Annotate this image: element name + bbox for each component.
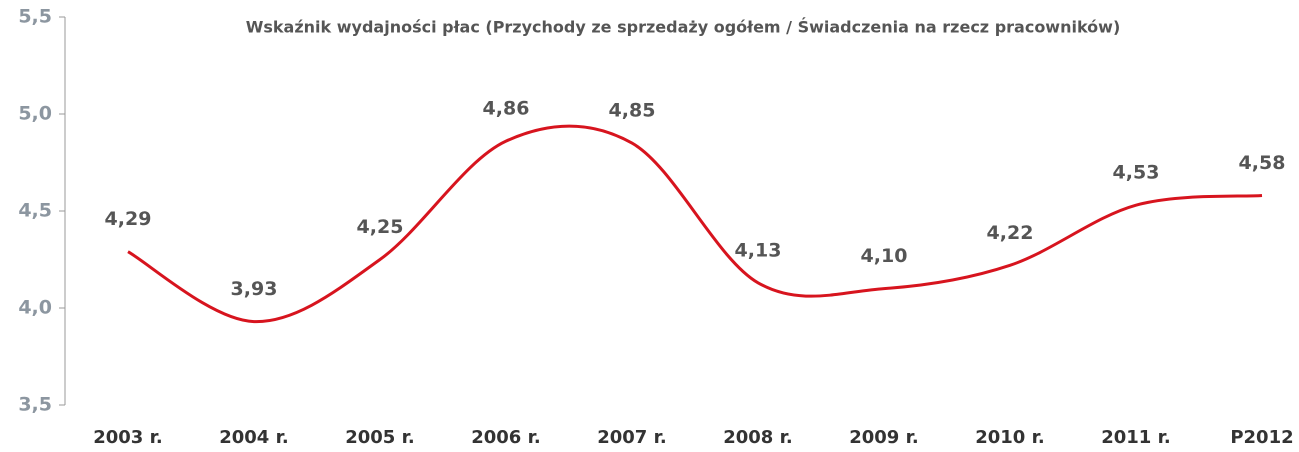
data-label: 4,29 bbox=[105, 208, 152, 230]
x-tick-label: 2009 r. bbox=[849, 427, 919, 448]
y-tick-label: 4,5 bbox=[18, 200, 52, 222]
x-tick-label: 2003 r. bbox=[93, 427, 163, 448]
y-tick-label: 3,5 bbox=[18, 394, 52, 416]
x-tick-label: 2008 r. bbox=[723, 427, 793, 448]
data-label: 3,93 bbox=[231, 278, 278, 300]
data-label: 4,25 bbox=[357, 216, 404, 238]
x-tick-label: P2012 bbox=[1230, 427, 1293, 448]
y-tick-label: 4,0 bbox=[18, 297, 52, 319]
x-tick-label: 2011 r. bbox=[1101, 427, 1171, 448]
data-label: 4,86 bbox=[483, 98, 530, 120]
data-label: 4,13 bbox=[735, 239, 782, 261]
data-label: 4,53 bbox=[1113, 162, 1160, 184]
x-tick-label: 2004 r. bbox=[219, 427, 289, 448]
y-tick-label: 5,0 bbox=[18, 103, 52, 125]
line bbox=[127, 124, 1263, 324]
y-tick-label: 5,5 bbox=[18, 6, 52, 28]
x-tick-label: 2007 r. bbox=[597, 427, 667, 448]
chart-title: Wskaźnik wydajności płac (Przychody ze s… bbox=[246, 18, 1121, 37]
data-label: 4,58 bbox=[1239, 152, 1286, 174]
x-tick-label: 2005 r. bbox=[345, 427, 415, 448]
data-label: 4,85 bbox=[609, 100, 656, 122]
x-tick-label: 2010 r. bbox=[975, 427, 1045, 448]
data-label: 4,10 bbox=[861, 245, 908, 267]
x-tick-label: 2006 r. bbox=[471, 427, 541, 448]
data-label: 4,22 bbox=[987, 222, 1034, 244]
